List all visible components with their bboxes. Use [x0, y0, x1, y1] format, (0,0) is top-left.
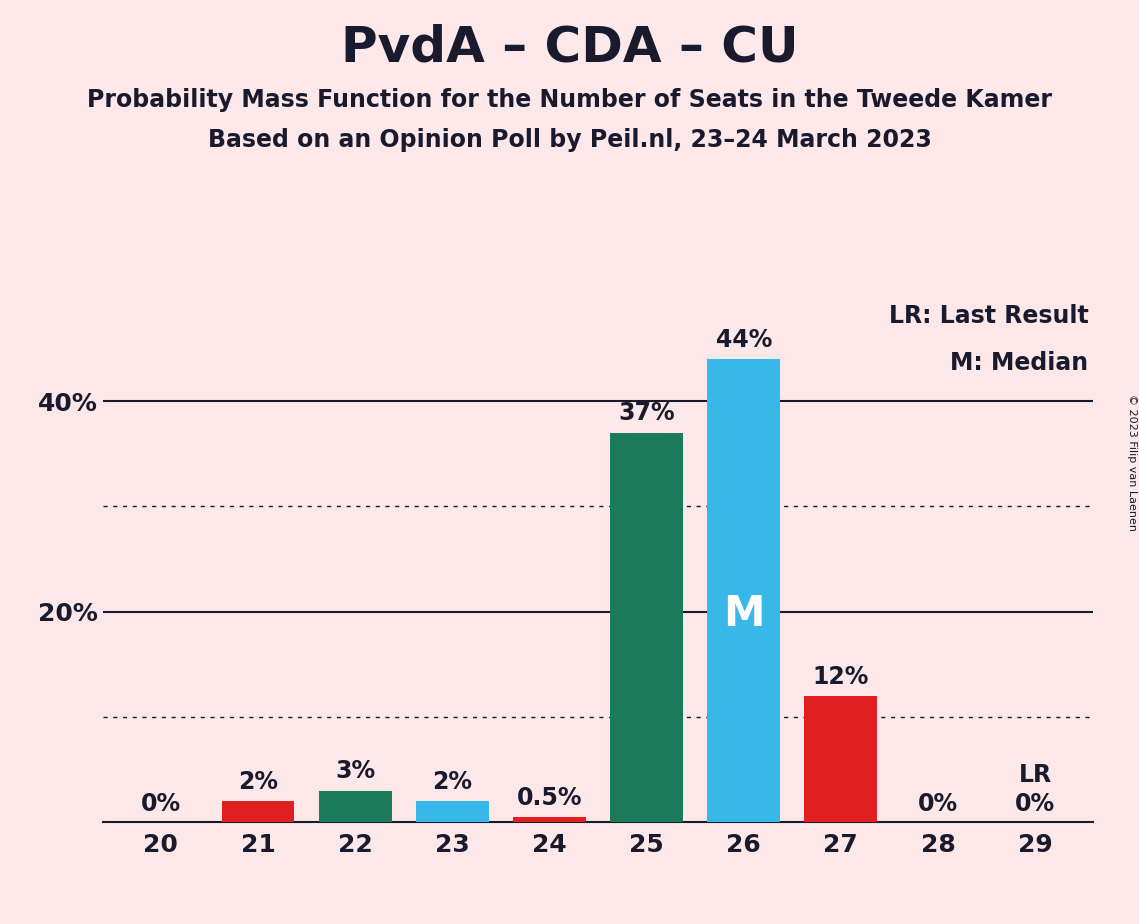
Text: 0%: 0%	[918, 792, 958, 816]
Bar	[513, 817, 585, 822]
Text: Probability Mass Function for the Number of Seats in the Tweede Kamer: Probability Mass Function for the Number…	[87, 88, 1052, 112]
Bar	[221, 801, 294, 822]
Text: LR: LR	[1018, 763, 1051, 787]
Text: © 2023 Filip van Laenen: © 2023 Filip van Laenen	[1126, 394, 1137, 530]
Text: M: M	[723, 593, 764, 635]
Bar	[319, 791, 392, 822]
Text: LR: Last Result: LR: Last Result	[888, 304, 1089, 328]
Text: M: Median: M: Median	[950, 351, 1089, 375]
Bar	[611, 432, 683, 822]
Bar	[416, 801, 489, 822]
Text: 0.5%: 0.5%	[517, 785, 582, 809]
Text: 3%: 3%	[335, 760, 375, 784]
Text: 0%: 0%	[141, 792, 181, 816]
Text: 37%: 37%	[618, 401, 675, 425]
Bar	[707, 359, 780, 822]
Text: 0%: 0%	[1015, 792, 1055, 816]
Text: 44%: 44%	[715, 327, 772, 351]
Text: 2%: 2%	[432, 770, 473, 794]
Text: 2%: 2%	[238, 770, 278, 794]
Text: Based on an Opinion Poll by Peil.nl, 23–24 March 2023: Based on an Opinion Poll by Peil.nl, 23–…	[207, 128, 932, 152]
Text: PvdA – CDA – CU: PvdA – CDA – CU	[341, 23, 798, 71]
Text: 12%: 12%	[812, 664, 869, 688]
Bar	[804, 696, 877, 822]
